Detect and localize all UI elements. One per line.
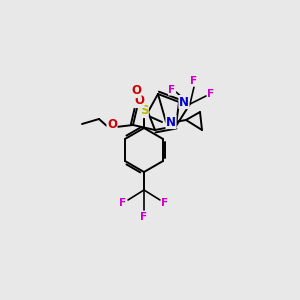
Text: N: N <box>166 116 176 128</box>
Text: F: F <box>119 198 127 208</box>
Text: F: F <box>161 198 169 208</box>
Text: F: F <box>140 212 148 222</box>
Text: F: F <box>207 89 214 99</box>
Text: O: O <box>134 94 144 107</box>
Text: N: N <box>179 95 189 109</box>
Text: F: F <box>168 85 175 95</box>
Text: O: O <box>131 85 141 98</box>
Text: F: F <box>190 76 198 86</box>
Text: S: S <box>140 104 148 118</box>
Text: O: O <box>107 118 117 131</box>
